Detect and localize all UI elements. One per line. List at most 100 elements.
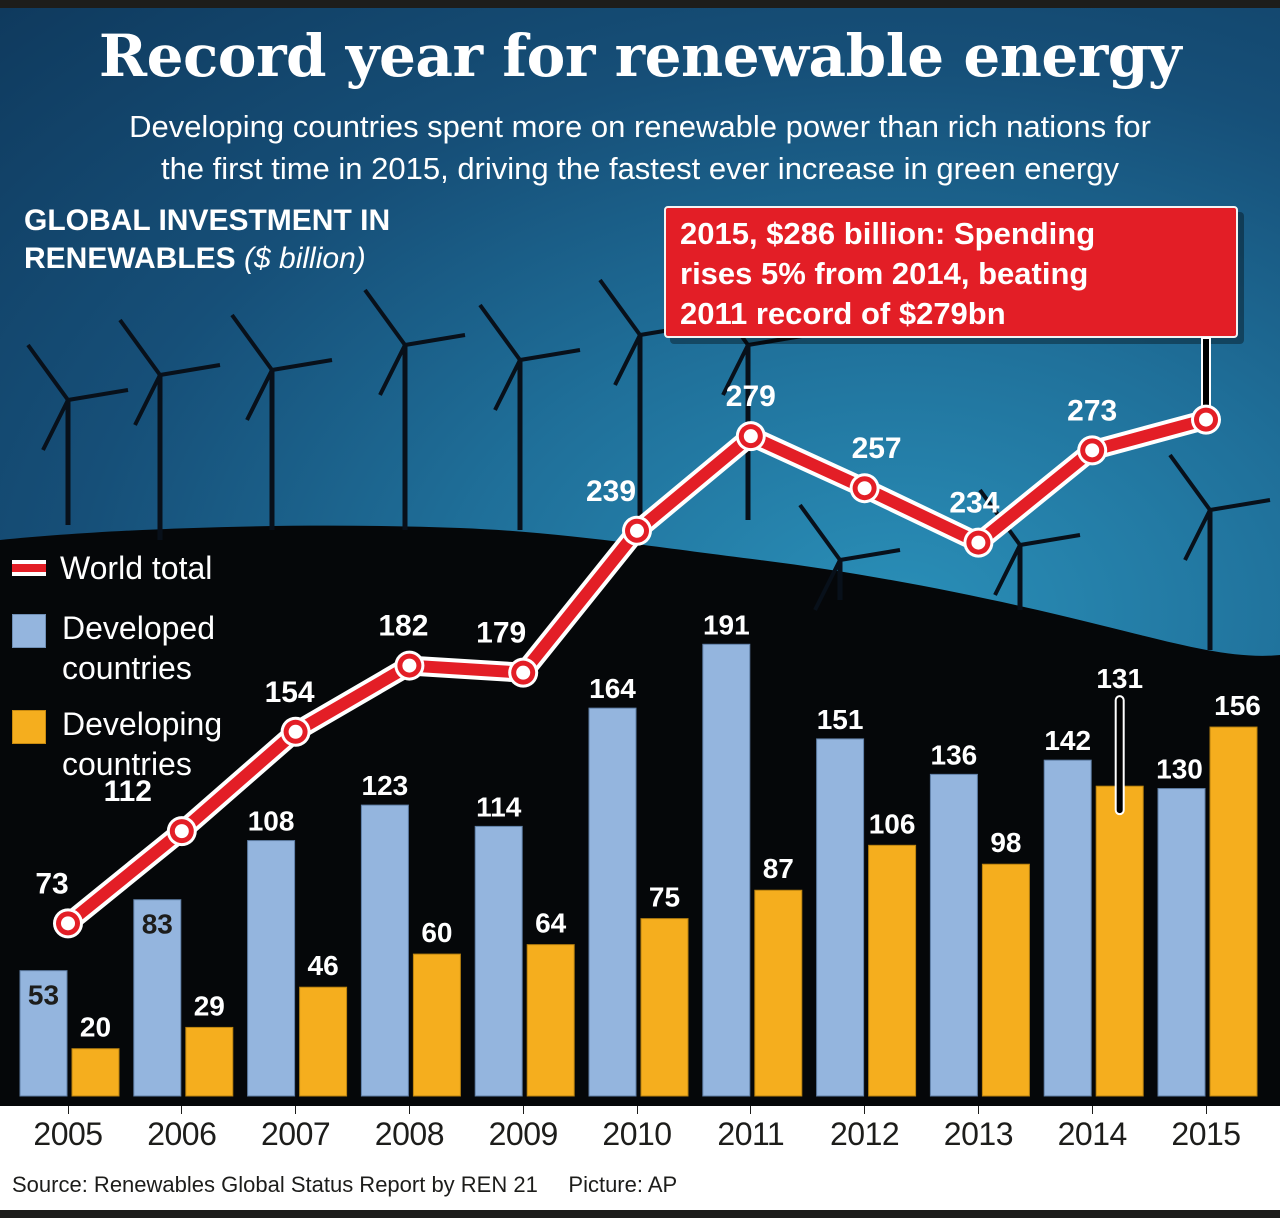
- label-world-total-2013: 234: [949, 487, 999, 520]
- x-tick-2012: [864, 1106, 866, 1114]
- turbine-blade: [839, 548, 901, 562]
- label-world-total-2011: 279: [726, 380, 776, 413]
- label-developing-2008: 60: [421, 917, 452, 948]
- label-developing-2006: 29: [194, 990, 225, 1021]
- bar-developed-2006: [133, 899, 182, 1097]
- x-tick-label-2005: 2005: [33, 1116, 103, 1152]
- x-tick-label-2009: 2009: [488, 1116, 559, 1152]
- turbine-blade: [159, 363, 221, 377]
- turbine-blade: [1168, 453, 1212, 512]
- turbine-blade: [67, 388, 129, 402]
- subtitle-line-1: Developing countries spent more on renew…: [129, 109, 1151, 144]
- x-tick-label-2006: 2006: [147, 1116, 217, 1152]
- bar-developed-2012: [816, 738, 865, 1097]
- chart-heading-line-2: RENEWABLES: [24, 242, 236, 275]
- x-tick-2008: [408, 1106, 410, 1114]
- bar-developing-2006: [185, 1026, 234, 1097]
- turbine-blade: [41, 399, 70, 451]
- x-tick-2007: [295, 1106, 297, 1114]
- x-tick-label-2008: 2008: [374, 1116, 445, 1152]
- callout-line-3: 2011 record of $279bn: [680, 296, 1006, 331]
- world-total-point-center-2015: [1199, 412, 1213, 427]
- turbine-blade: [1183, 509, 1212, 561]
- world-total-swatch: [12, 560, 46, 576]
- label-developing-2013: 98: [990, 827, 1021, 858]
- world-total-point-center-2008: [402, 658, 417, 673]
- legend-label-developed-2: countries: [62, 650, 192, 686]
- x-tick-2011: [750, 1106, 752, 1114]
- bar-developing-2011: [754, 889, 803, 1097]
- subtitle: Developing countries spent more on renew…: [0, 106, 1280, 190]
- bar-developed-2011: [702, 643, 751, 1097]
- chart-unit: ($ billion): [244, 242, 366, 275]
- x-tick-label-2007: 2007: [261, 1116, 331, 1152]
- label-developing-2007: 46: [308, 950, 339, 981]
- bar-developing-2013: [981, 863, 1030, 1097]
- turbine-blade: [271, 358, 333, 372]
- bar-developed-2014: [1043, 759, 1092, 1097]
- label-developed-2009: 114: [476, 791, 522, 822]
- label-developing-2005: 20: [80, 1012, 111, 1043]
- legend-label-developing-2: countries: [62, 746, 192, 782]
- label-developing-2011: 87: [763, 853, 794, 884]
- x-tick-label-2014: 2014: [1057, 1116, 1128, 1152]
- label-developed-2014: 142: [1044, 725, 1091, 756]
- label-world-total-2009: 179: [476, 617, 526, 650]
- turbine-blade: [493, 359, 522, 411]
- label-world-total-2014: 273: [1067, 394, 1117, 427]
- label-developing-2010: 75: [649, 882, 680, 913]
- world-total-point-center-2007: [288, 724, 303, 739]
- turbine-blade: [721, 344, 750, 396]
- turbine-blade: [245, 369, 274, 421]
- label-developing-2014: 131: [1096, 663, 1143, 694]
- label-developed-2011: 191: [703, 609, 750, 640]
- x-tick-2005: [67, 1106, 69, 1114]
- callout-line-1: 2015, $286 billion: Spending: [680, 216, 1096, 251]
- world-total-point-center-2009: [516, 665, 531, 680]
- label-developed-2013: 136: [931, 739, 978, 770]
- turbine-blade: [26, 343, 70, 402]
- x-tick-2006: [181, 1106, 183, 1114]
- leader-line-2014-developing: [1114, 695, 1125, 816]
- x-axis-area: [0, 1106, 1280, 1218]
- turbine-blade: [613, 334, 642, 386]
- developing-swatch: [12, 710, 46, 744]
- world-total-point-center-2006: [174, 824, 189, 839]
- world-total-point-center-2013: [971, 535, 986, 550]
- turbine-blade: [118, 318, 162, 377]
- chart-heading-line-1: GLOBAL INVESTMENT IN: [24, 204, 391, 237]
- label-developed-2012: 151: [817, 704, 864, 735]
- label-developed-2010: 164: [589, 673, 636, 704]
- legend-label-developed-1: Developed: [62, 610, 215, 646]
- turbine-blade: [1019, 533, 1081, 547]
- legend-label-world-total: World total: [60, 550, 213, 586]
- world-total-point-center-2011: [743, 429, 758, 444]
- bar-developed-2008: [360, 804, 409, 1097]
- x-tick-label-2011: 2011: [717, 1116, 785, 1152]
- bar-developing-2012: [868, 844, 917, 1097]
- x-tick-2015: [1205, 1106, 1207, 1114]
- turbine-blade: [813, 559, 842, 611]
- developed-swatch: [12, 614, 46, 648]
- bar-developing-2009: [526, 944, 575, 1097]
- bar-developed-2015: [1157, 788, 1206, 1097]
- x-tick-2013: [977, 1106, 979, 1114]
- bar-developing-2005: [71, 1048, 120, 1097]
- world-total-point-center-2010: [630, 523, 644, 538]
- top-border: [0, 0, 1280, 8]
- legend-item-world-total: World total: [12, 548, 212, 588]
- turbine-blade: [798, 503, 842, 562]
- label-world-total-2005: 73: [35, 867, 68, 900]
- turbine-blade: [133, 374, 162, 426]
- x-tick-2014: [1091, 1106, 1093, 1114]
- turbine-blade: [1209, 498, 1271, 512]
- world-total-point-center-2005: [61, 916, 75, 931]
- x-tick-label-2012: 2012: [830, 1116, 900, 1152]
- turbine-blade: [598, 278, 642, 337]
- turbine-blade: [478, 303, 522, 362]
- turbine-blade: [519, 348, 581, 362]
- x-tick-label-2010: 2010: [602, 1116, 672, 1152]
- world-total-line: [62, 413, 1212, 930]
- legend-item-developed: Developed countries: [12, 608, 215, 688]
